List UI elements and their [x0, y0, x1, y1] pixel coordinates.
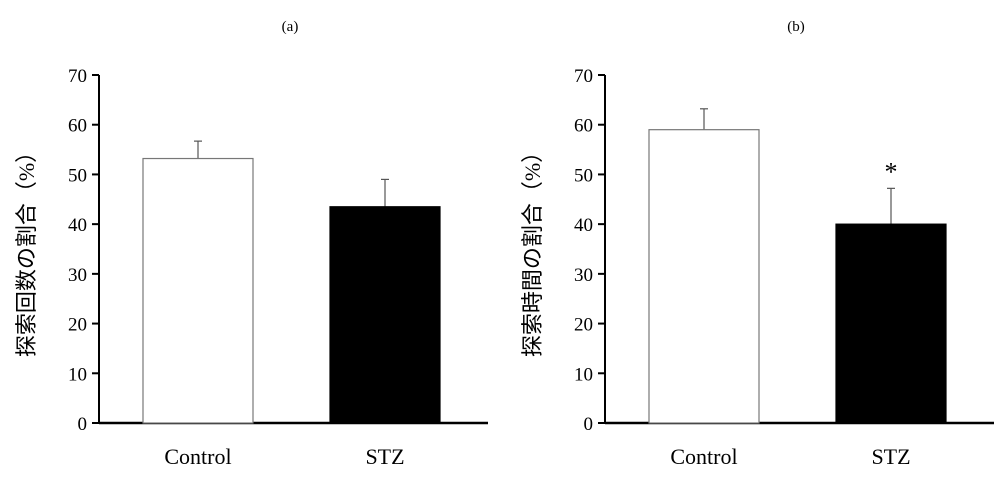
bar-control: [142, 157, 254, 424]
y-tick-label: 70: [68, 66, 87, 87]
y-tick-label: 40: [68, 215, 87, 236]
x-category-label: Control: [164, 444, 231, 469]
y-tick-label: 70: [574, 66, 593, 87]
y-tick-label: 50: [574, 165, 593, 186]
y-tick-label: 50: [68, 165, 87, 186]
y-tick-label: 10: [68, 364, 87, 385]
panel-label: (a): [282, 19, 299, 35]
y-tick-label: 60: [574, 116, 593, 137]
bar-stz: [835, 223, 947, 424]
y-tick-label: 20: [574, 315, 593, 336]
y-tick-label: 30: [574, 265, 593, 286]
significance-asterisk: *: [885, 157, 898, 186]
y-tick-label: 20: [68, 315, 87, 336]
x-category-label: Control: [670, 444, 737, 469]
y-axis-label: 探索回数の割合（%）: [14, 141, 39, 357]
y-tick-label: 0: [584, 414, 594, 435]
panel-label: (b): [787, 19, 805, 35]
y-axis-label: 探索時間の割合（%）: [520, 141, 545, 357]
y-tick-label: 60: [68, 116, 87, 137]
bar-stz: [329, 206, 441, 424]
y-tick-label: 10: [574, 364, 593, 385]
y-tick-label: 40: [574, 215, 593, 236]
x-category-label: STZ: [871, 444, 910, 469]
bar-control: [648, 129, 760, 424]
x-category-label: STZ: [365, 444, 404, 469]
y-tick-label: 30: [68, 265, 87, 286]
y-tick-label: 0: [78, 414, 88, 435]
